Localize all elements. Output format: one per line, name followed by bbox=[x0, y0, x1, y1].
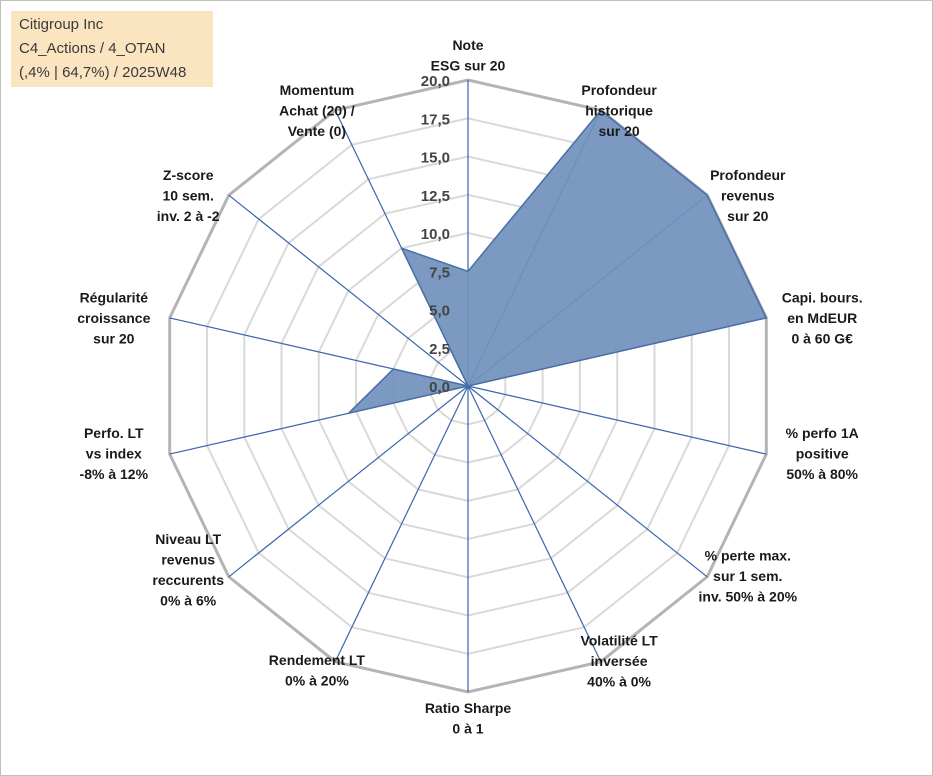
spoke-line bbox=[228, 194, 469, 387]
tick-label: 15,0 bbox=[421, 150, 450, 167]
axis-label: Régularité croissance sur 20 bbox=[77, 289, 150, 346]
title-line-category: C4_Actions / 4_OTAN bbox=[19, 40, 166, 57]
tick-label: 10,0 bbox=[421, 226, 450, 243]
series-layer bbox=[347, 109, 768, 414]
axis-label: Profondeur revenus sur 20 bbox=[710, 167, 786, 224]
title-line-company: Citigroup Inc bbox=[19, 16, 104, 33]
axis-label: Volatilité LT inversée 40% à 0% bbox=[580, 632, 658, 689]
axis-label: Note ESG sur 20 bbox=[431, 37, 506, 74]
axis-label: Perfo. LT vs index -8% à 12% bbox=[80, 425, 149, 482]
tick-label: 0,0 bbox=[429, 379, 450, 396]
spoke-line bbox=[467, 385, 708, 578]
axis-label: % perte max. sur 1 sem. inv. 50% à 20% bbox=[699, 548, 798, 605]
axis-label: Ratio Sharpe 0 à 1 bbox=[425, 700, 512, 737]
axis-label: % perfo 1A positive 50% à 80% bbox=[786, 425, 859, 482]
axis-label: Capi. bours. en MdEUR 0 à 60 G€ bbox=[782, 289, 863, 346]
tick-label-layer: 0,0 2,5 5,0 7,5 10,0 12,5 15,0 17,5 20,0 bbox=[421, 73, 450, 396]
axis-label-layer: Note ESG sur 20 Profondeur historique sur 20… bbox=[77, 37, 862, 737]
axis-label: Profondeur historique sur 20 bbox=[581, 82, 657, 139]
axis-label: Rendement LT 0% à 20% bbox=[269, 652, 366, 689]
title-line-stats: (,4% | 64,7%) / 2025W48 bbox=[19, 64, 187, 81]
chart-title-box: Citigroup Inc C4_Actions / 4_OTAN (,4% |… bbox=[11, 11, 213, 87]
axis-label: Z-score 10 sem. inv. 2 à -2 bbox=[157, 167, 220, 224]
tick-label: 5,0 bbox=[429, 303, 450, 320]
spoke-line bbox=[228, 385, 469, 578]
tick-label: 20,0 bbox=[421, 73, 450, 90]
tick-label: 7,5 bbox=[429, 264, 450, 281]
tick-label: 17,5 bbox=[421, 111, 450, 128]
axis-label: Niveau LT revenus reccurents 0% à 6% bbox=[152, 531, 224, 609]
spoke-line bbox=[467, 385, 602, 662]
axis-label: Momentum Achat (20) / Vente (0) bbox=[279, 82, 355, 139]
series-area bbox=[347, 109, 768, 414]
spoke-line bbox=[467, 385, 767, 455]
spoke-line bbox=[334, 385, 469, 662]
tick-label: 2,5 bbox=[429, 341, 450, 358]
tick-label: 12,5 bbox=[421, 188, 450, 205]
